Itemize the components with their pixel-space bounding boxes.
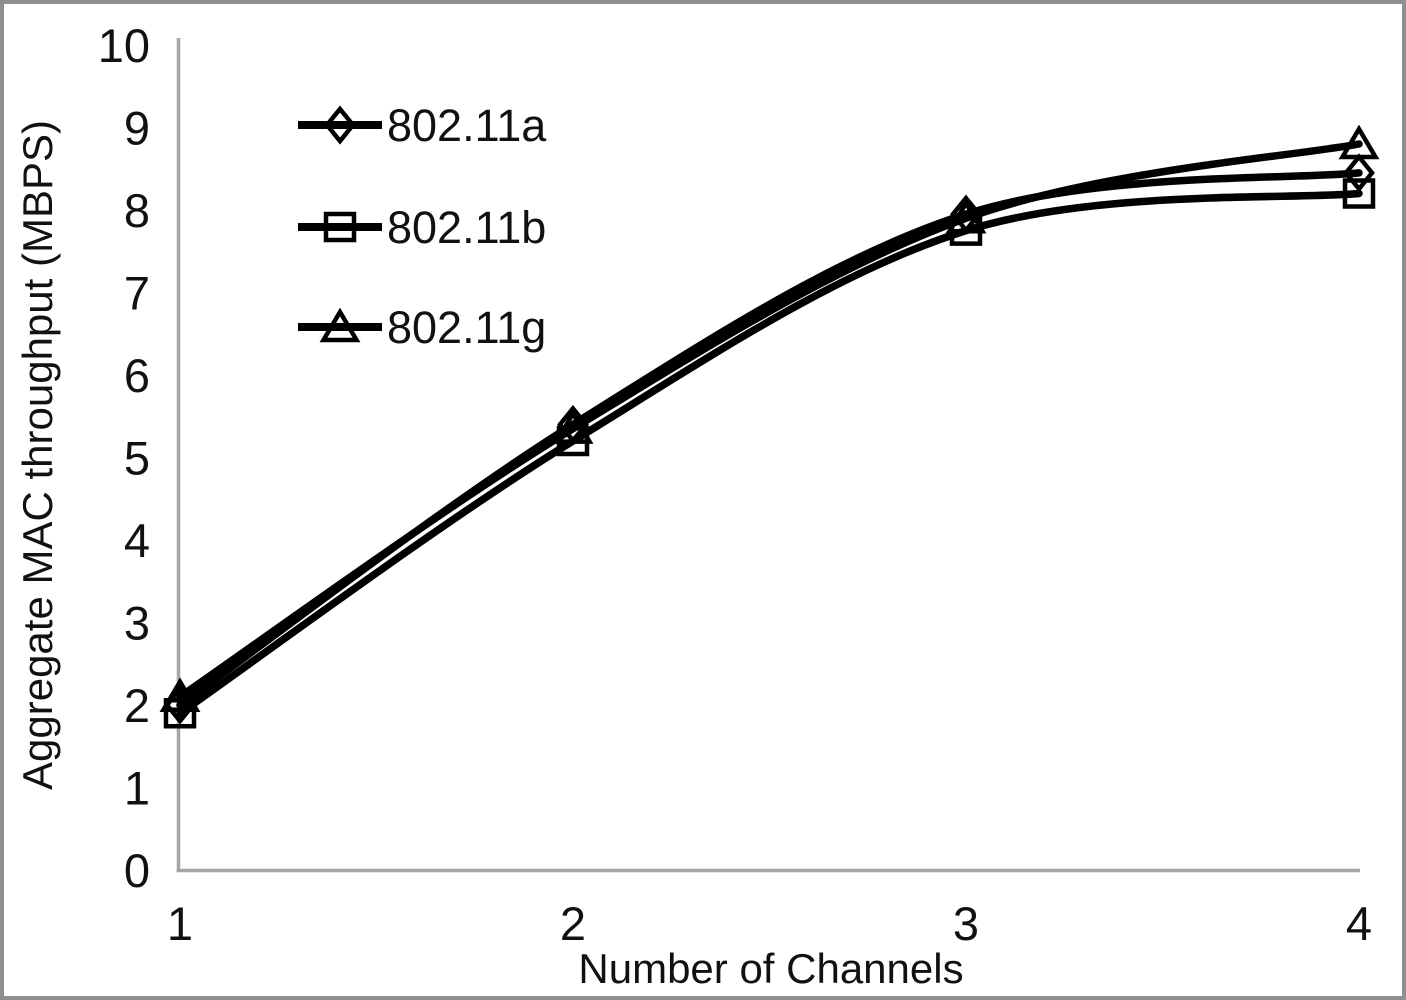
y-tick-label: 3 xyxy=(124,597,150,650)
triangle-marker-icon xyxy=(159,677,201,712)
y-tick-label: 1 xyxy=(124,762,150,815)
x-tick-label: 4 xyxy=(1346,897,1372,950)
y-axis-tick-labels: 0 1 2 3 4 5 6 7 8 9 10 xyxy=(98,19,150,897)
y-tick-label: 10 xyxy=(98,19,150,72)
x-axis-tick-labels: 1 2 3 4 xyxy=(167,897,1372,950)
y-tick-label: 9 xyxy=(124,102,150,155)
y-tick-label: 5 xyxy=(124,432,150,485)
series-line-802.11a xyxy=(176,169,1363,709)
square-marker-icon xyxy=(1342,178,1376,209)
y-tick-label: 0 xyxy=(124,844,150,897)
diamond-marker-icon xyxy=(1343,153,1375,193)
triangle-marker-icon xyxy=(945,198,987,234)
axes xyxy=(176,38,1360,873)
triangle-marker-icon xyxy=(1338,124,1380,160)
y-tick-label: 4 xyxy=(124,514,150,567)
legend-item-802.11b: 802.11b xyxy=(298,202,546,253)
x-tick-label: 2 xyxy=(560,897,586,950)
square-marker-icon xyxy=(163,698,197,729)
legend-diamond-marker-icon xyxy=(324,105,356,145)
legend-label: 802.11b xyxy=(387,202,546,253)
y-tick-label: 6 xyxy=(124,349,150,402)
legend: 802.11a 802.11b 802.11g xyxy=(298,100,547,353)
x-tick-label: 1 xyxy=(167,897,193,950)
series-lines xyxy=(159,124,1380,729)
y-tick-label: 2 xyxy=(124,679,150,732)
legend-square-marker-icon xyxy=(323,211,357,243)
legend-label: 802.11a xyxy=(387,100,547,151)
x-axis-title: Number of Channels xyxy=(578,945,963,992)
legend-triangle-marker-icon xyxy=(319,307,361,343)
y-tick-label: 7 xyxy=(124,267,150,320)
y-axis-title: Aggregate MAC throughput (MBPS) xyxy=(14,120,61,790)
y-tick-label: 8 xyxy=(124,184,150,237)
legend-item-802.11g: 802.11g xyxy=(298,302,546,353)
x-tick-label: 3 xyxy=(953,897,979,950)
series-line-802.11g xyxy=(176,140,1363,701)
legend-label: 802.11g xyxy=(387,302,546,353)
legend-item-802.11a: 802.11a xyxy=(298,100,547,151)
series-line-802.11b xyxy=(176,189,1363,717)
triangle-marker-icon xyxy=(552,409,594,444)
